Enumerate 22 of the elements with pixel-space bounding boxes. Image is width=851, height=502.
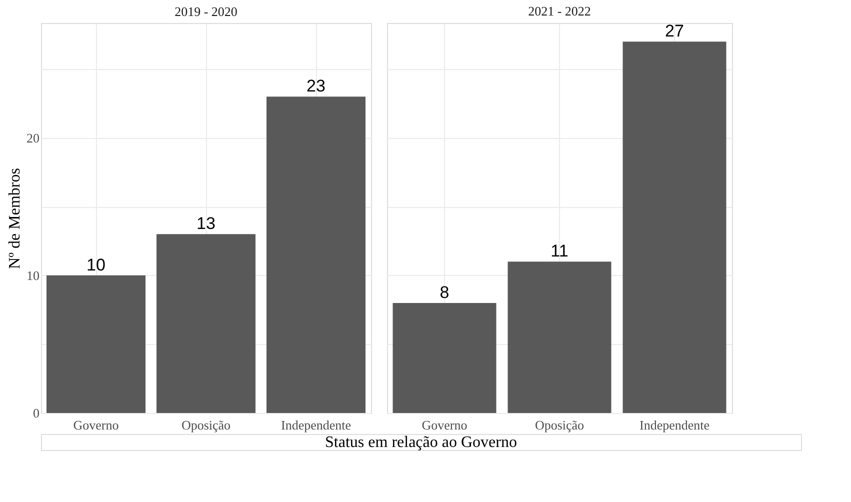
bar xyxy=(266,96,366,413)
data-label: 13 xyxy=(196,214,216,234)
data-label: 10 xyxy=(86,255,106,274)
x-tick-label: Oposição xyxy=(534,418,584,432)
x-tick-label: Governo xyxy=(73,418,119,432)
y-tick-label: 20 xyxy=(26,130,40,146)
bar xyxy=(46,275,146,413)
x-tick-label: Independente xyxy=(639,418,710,432)
y-tick-label: 10 xyxy=(26,268,40,283)
x-tick-label: Governo xyxy=(422,418,468,432)
y-axis-title: Nº de Membros xyxy=(6,168,24,269)
data-label: 27 xyxy=(665,22,684,41)
x-tick-label: Independente xyxy=(280,418,352,432)
y-tick-label: 0 xyxy=(33,406,40,420)
x-tick-label: Oposição xyxy=(181,418,231,432)
chart-title: 2021 - 2022 xyxy=(528,4,591,19)
data-label: 11 xyxy=(550,242,568,261)
chart-title: 2019 - 2020 xyxy=(174,4,238,19)
data-label: 23 xyxy=(306,76,326,96)
x-axis-title: Status em relação ao Governo xyxy=(325,434,517,451)
bar xyxy=(156,234,256,413)
data-label: 8 xyxy=(440,282,450,302)
